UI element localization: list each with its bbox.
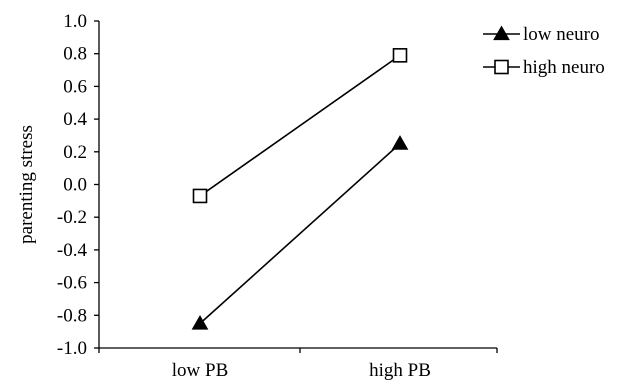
y-tick-label: 0.6 [63,76,87,97]
y-tick-label: -0.2 [57,207,87,228]
data-point [391,135,409,150]
y-tick-label: 1.0 [63,11,87,32]
y-tick-label: -1.0 [57,338,87,359]
y-tick-label: 0.2 [63,142,87,163]
legend-item: high neuro [483,57,605,78]
axes [98,21,497,349]
y-tick-label: -0.4 [57,240,88,261]
series-line [199,54,401,197]
series-high-neuro [192,48,408,204]
series-line [199,143,401,325]
data-point [392,48,408,63]
y-tick-label: -0.6 [57,273,87,294]
x-tick-label: low PB [172,360,229,381]
y-ticks: 1.0 0.8 0.6 0.4 0.2 0.0 -0.2 -0.4 -0.6 -0.8 -1.0 [57,11,99,359]
legend: low neuro high neuro [483,24,605,78]
y-tick-label: -0.8 [57,305,87,326]
legend-marker [494,59,509,75]
legend-item: low neuro [483,24,600,45]
legend-label: high neuro [523,57,605,78]
x-ticks: low PB high PB [98,348,498,381]
y-tick-label: 0.4 [63,109,87,130]
data-point [191,314,209,330]
series-layer [191,48,409,330]
legend-marker [493,25,510,41]
legend-label: low neuro [523,24,600,45]
y-tick-label: 0.8 [63,44,87,65]
series-low-neuro [191,135,409,330]
x-tick-label: high PB [369,360,431,381]
y-axis-title: parenting stress [16,125,37,244]
data-point [192,188,208,204]
y-tick-label: 0.0 [63,175,87,196]
